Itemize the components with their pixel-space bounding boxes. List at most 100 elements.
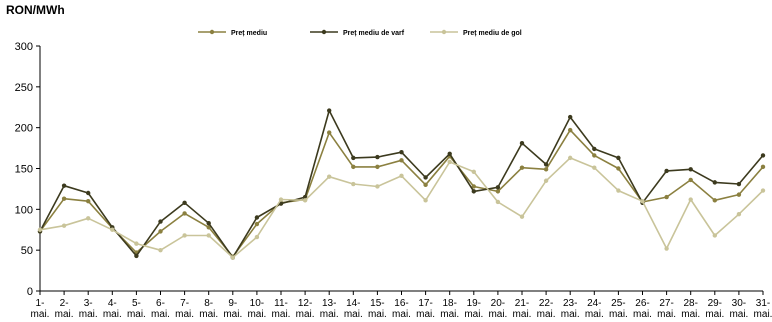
data-point-series-1 <box>495 189 501 194</box>
data-point-series-3 <box>616 188 621 193</box>
data-point-series-1 <box>254 221 260 227</box>
x-tick-label: 21-mai. <box>513 298 532 320</box>
x-tick-label: 15-mai. <box>368 298 387 320</box>
data-point-series-3 <box>206 233 211 238</box>
data-point-series-3 <box>134 241 139 246</box>
data-point-series-1 <box>664 194 669 200</box>
data-point-series-2 <box>616 155 621 161</box>
data-point-series-1 <box>712 198 717 203</box>
data-point-series-2 <box>543 162 549 167</box>
data-point-series-1 <box>399 158 404 163</box>
data-point-series-3 <box>543 178 549 183</box>
data-point-series-1 <box>423 182 428 188</box>
data-point-series-3 <box>471 169 476 174</box>
legend-label: Preț mediu <box>231 30 267 37</box>
data-point-series-3 <box>61 223 67 228</box>
x-tick-label: 25-mai. <box>609 298 628 320</box>
x-tick-label: 29-mai. <box>705 298 724 320</box>
data-point-series-3 <box>423 198 428 203</box>
data-point-series-2 <box>592 146 597 152</box>
data-point-series-2 <box>471 189 476 194</box>
data-point-series-2 <box>688 167 693 172</box>
y-axis-unit-label: RON/MWh <box>6 3 65 17</box>
y-tick-label: 150 <box>15 164 33 176</box>
y-tick-label: 300 <box>15 41 33 53</box>
series-line-2 <box>39 109 764 259</box>
data-point-series-1 <box>519 165 525 170</box>
x-tick-label: 31-mai. <box>754 298 772 320</box>
x-tick-label: 16-mai. <box>392 298 411 320</box>
data-point-series-1 <box>375 164 380 170</box>
legend-label: Preț mediu de gol <box>463 30 522 37</box>
data-point-series-3 <box>302 198 308 203</box>
x-tick-label: 6-mai. <box>151 298 170 320</box>
data-point-series-1 <box>688 177 693 183</box>
data-point-series-2 <box>399 149 404 155</box>
x-tick-label: 2-mai. <box>55 298 74 320</box>
x-tick-label: 30-mai. <box>729 298 748 320</box>
data-point-series-2 <box>86 190 91 196</box>
x-tick-label: 11-mai. <box>272 298 291 320</box>
x-tick-label: 7-mai. <box>175 298 194 320</box>
data-point-series-3 <box>447 159 452 165</box>
data-point-series-2 <box>61 183 67 188</box>
data-point-series-2 <box>206 221 211 226</box>
y-tick-label: 0 <box>27 286 33 298</box>
data-point-series-1 <box>543 167 549 172</box>
y-tick-label: 50 <box>21 245 33 257</box>
data-point-series-1 <box>206 225 211 230</box>
x-tick-label: 24-mai. <box>585 298 604 320</box>
data-point-series-3 <box>351 181 356 187</box>
data-point-series-3 <box>327 174 332 179</box>
x-tick-label: 3-mai. <box>79 298 98 320</box>
data-point-series-2 <box>568 114 573 120</box>
y-tick-label: 100 <box>15 204 33 216</box>
x-tick-label: 13-mai. <box>320 298 339 320</box>
data-point-series-1 <box>592 153 597 158</box>
data-point-series-1 <box>568 127 573 133</box>
x-tick-label: 5-mai. <box>127 298 146 320</box>
data-point-series-2 <box>495 185 501 190</box>
data-point-series-2 <box>760 153 766 158</box>
data-point-series-1 <box>158 229 163 234</box>
data-point-series-3 <box>399 173 404 179</box>
legend-swatch-marker <box>321 29 327 35</box>
data-point-series-2 <box>375 154 380 160</box>
x-tick-label: 19-mai. <box>464 298 483 320</box>
data-point-series-3 <box>158 247 163 253</box>
data-point-series-3 <box>688 197 693 202</box>
data-point-series-2 <box>182 200 187 205</box>
data-point-series-2 <box>327 108 332 113</box>
data-point-series-2 <box>519 140 525 146</box>
x-tick-label: 9-mai. <box>223 298 242 320</box>
data-point-series-3 <box>664 246 669 251</box>
data-point-series-3 <box>760 188 766 193</box>
data-point-series-3 <box>86 216 91 221</box>
data-point-series-1 <box>182 211 187 216</box>
data-point-series-3 <box>230 255 235 260</box>
x-tick-label: 4-mai. <box>103 298 122 320</box>
data-point-series-1 <box>86 198 91 204</box>
x-tick-label: 27-mai. <box>657 298 676 320</box>
x-tick-label: 26-mai. <box>633 298 652 320</box>
legend-label: Preț mediu de varf <box>343 30 405 37</box>
data-point-series-3 <box>640 198 645 204</box>
x-tick-label: 10-mai. <box>247 298 266 320</box>
data-point-series-2 <box>423 175 428 180</box>
data-point-series-1 <box>471 184 476 189</box>
x-tick-label: 14-mai. <box>344 298 363 320</box>
x-tick-label: 17-mai. <box>416 298 435 320</box>
data-point-series-3 <box>278 197 284 202</box>
data-point-series-3 <box>712 233 717 238</box>
y-tick-label: 250 <box>15 82 33 94</box>
data-point-series-2 <box>712 180 717 185</box>
data-point-series-3 <box>495 199 501 205</box>
x-tick-label: 22-mai. <box>537 298 556 320</box>
x-tick-label: 12-mai. <box>296 298 315 320</box>
data-point-series-3 <box>568 155 573 161</box>
data-point-series-3 <box>37 227 43 232</box>
x-tick-label: 1-mai. <box>31 298 50 320</box>
data-point-series-1 <box>327 130 332 135</box>
data-point-series-3 <box>110 227 115 232</box>
